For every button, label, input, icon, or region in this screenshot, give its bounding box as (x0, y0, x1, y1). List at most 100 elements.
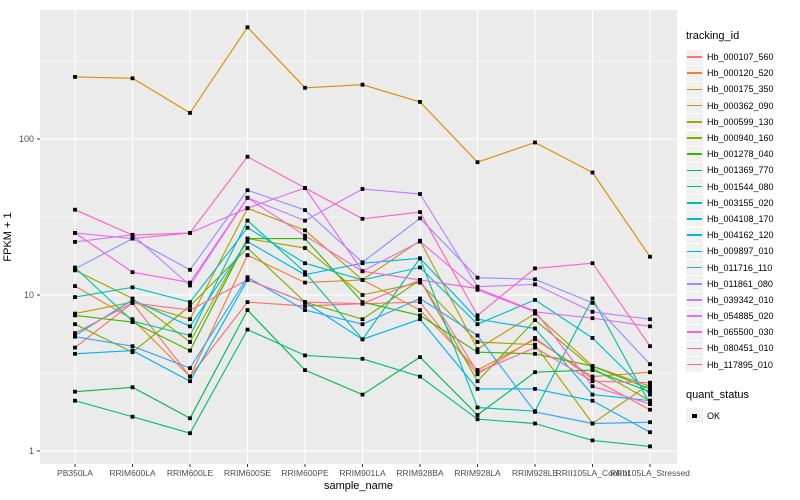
data-point (188, 416, 192, 421)
data-point (130, 233, 135, 237)
data-point (475, 160, 480, 165)
legend-item: Hb_011861_080 (686, 276, 798, 292)
data-point (533, 370, 537, 375)
legend-item: Hb_065500_030 (686, 324, 798, 340)
legend-key-box (686, 340, 703, 356)
data-point (360, 356, 365, 361)
data-point (73, 331, 77, 335)
quant-status-label: OK (707, 410, 721, 421)
data-point (360, 301, 365, 306)
data-point (648, 407, 652, 412)
legend-line-swatch (687, 169, 702, 172)
legend-item-label: Hb_039342_010 (707, 294, 774, 305)
legend-key-box (686, 227, 703, 243)
data-point (418, 300, 422, 304)
data-point (648, 384, 652, 389)
data-point (73, 267, 77, 271)
data-point (188, 267, 192, 272)
data-point (590, 438, 595, 443)
legend-item: Hb_117895_010 (686, 357, 798, 373)
data-point (360, 216, 365, 221)
data-point (73, 240, 77, 244)
data-point (648, 317, 652, 322)
legend-key-box (686, 243, 703, 259)
data-point (648, 387, 652, 391)
data-point (648, 324, 652, 329)
legend-item: Hb_000599_130 (686, 114, 798, 130)
data-point (188, 308, 192, 312)
data-point (130, 319, 135, 323)
data-point (188, 304, 192, 308)
data-point (73, 313, 77, 318)
legend-line-swatch (687, 121, 702, 123)
data-point (533, 326, 537, 331)
data-point (360, 293, 365, 297)
x-tick-label: RRIM928LE (512, 468, 559, 478)
data-point (533, 318, 537, 322)
data-point (475, 372, 480, 377)
data-point (303, 208, 307, 212)
data-point (188, 374, 192, 379)
x-tick-label: RRIM928BA (396, 468, 444, 478)
data-point (360, 322, 365, 327)
x-tick-label: RRIM901LA (339, 468, 386, 478)
data-point (303, 236, 307, 241)
legend-key-box (686, 211, 703, 227)
data-point (130, 298, 135, 302)
data-point (475, 370, 480, 375)
data-point (303, 270, 307, 275)
data-point (590, 309, 595, 314)
legend-item: Hb_003155_020 (686, 195, 798, 211)
data-point (303, 272, 307, 277)
data-point (73, 231, 77, 235)
legend-item-label: Hb_001544_080 (707, 181, 774, 192)
data-point (130, 270, 135, 275)
legend-item-label: Hb_054885_020 (707, 311, 774, 322)
legend-key-box (686, 130, 703, 146)
legend-key-box (686, 357, 703, 373)
legend-item-label: Hb_003155_020 (707, 197, 774, 208)
data-point (360, 317, 365, 322)
data-point (590, 384, 595, 389)
data-point (590, 316, 595, 321)
data-point (475, 340, 480, 344)
data-point (303, 85, 307, 90)
data-point (533, 421, 537, 426)
legend-key-box (686, 146, 703, 162)
data-point (590, 398, 595, 403)
legend-line-swatch (687, 153, 702, 156)
legend-items: Hb_000107_560 Hb_000120_520 Hb_000175_350 H… (686, 49, 798, 373)
data-point (303, 304, 307, 308)
data-point (130, 236, 135, 241)
data-point (188, 324, 192, 329)
data-point (245, 239, 250, 244)
x-tick-label: RRIM600SE (224, 468, 272, 478)
data-point (590, 296, 595, 301)
data-point (303, 228, 307, 233)
data-point (360, 187, 365, 191)
legend-item-label: Hb_000120_520 (707, 68, 774, 79)
legend-line-swatch (687, 282, 702, 285)
data-point (475, 350, 480, 355)
legend-item: Hb_001278_040 (686, 146, 798, 162)
legend-item: Hb_004108_170 (686, 211, 798, 227)
y-tick-label: 10 (24, 290, 34, 300)
legend-item: Hb_001369_770 (686, 162, 798, 178)
data-point (648, 392, 652, 397)
x-tick-label: RRII105LA_Stressed (610, 468, 690, 478)
data-point (188, 317, 192, 322)
quant-status-key-box (686, 408, 703, 424)
legend-line-swatch (687, 218, 702, 220)
legend-key-box (686, 292, 703, 308)
y-axis-title: FPKM + 1 (2, 212, 14, 262)
data-point (590, 368, 595, 372)
data-point (648, 380, 652, 385)
data-point (188, 431, 192, 436)
legend-item: Hb_000940_160 (686, 130, 798, 146)
data-point (475, 368, 480, 372)
data-point (648, 362, 652, 367)
data-point (245, 225, 250, 230)
data-point (188, 280, 192, 285)
legend-item: Hb_000362_090 (686, 98, 798, 114)
